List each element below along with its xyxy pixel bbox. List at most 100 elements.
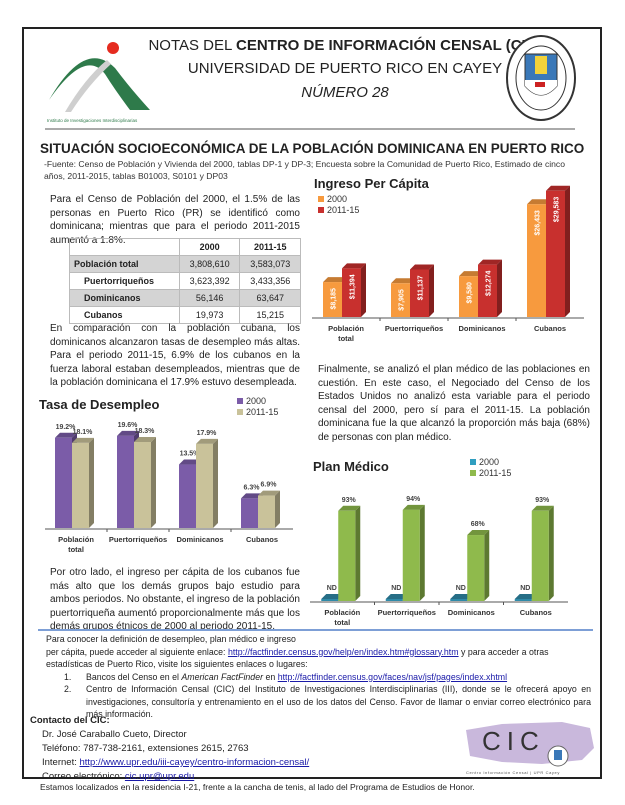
list-number: 2. — [64, 684, 72, 694]
cell: 3,808,610 — [178, 255, 241, 273]
bar-side — [419, 504, 425, 601]
logo-caption: Instituto de Investigaciones Interdiscip… — [47, 118, 138, 123]
text: y para acceder a otras — [458, 646, 549, 657]
bar-side — [275, 490, 280, 528]
header-line-2: UNIVERSIDAD DE PUERTO RICO EN CAYEY — [187, 60, 503, 77]
cell: 19,973 — [178, 306, 241, 324]
bar-top — [402, 504, 425, 510]
bar-top — [117, 430, 139, 436]
chart-title: Tasa de Desempleo — [39, 397, 160, 412]
category-label: Puertorriqueños — [109, 535, 167, 544]
bar — [321, 599, 339, 601]
bar-side — [213, 438, 218, 528]
legend-label: 2000 — [246, 396, 267, 406]
bar-top — [527, 199, 551, 205]
row-label: Puertorriqueños — [69, 272, 180, 290]
bar — [531, 510, 549, 601]
bar — [402, 509, 420, 601]
bar — [196, 443, 213, 528]
category-label: Población — [58, 535, 94, 544]
population-table: 2000 2011-15 Población total 3,808,610 3… — [69, 238, 301, 324]
data-label: ND — [391, 585, 401, 592]
contact-section: Contacto del CIC: Dr. José Caraballo Cue… — [30, 714, 309, 784]
bar — [72, 442, 89, 528]
resources-line: per cápita, puede acceder al siguiente e… — [46, 646, 591, 659]
legend-label: 2011-15 — [246, 407, 279, 417]
bar-side — [497, 259, 502, 317]
category-label: Población — [328, 324, 364, 333]
bar-top — [531, 505, 554, 511]
bar-top — [258, 490, 280, 496]
bar — [338, 510, 356, 601]
legend-item: 2011-15 — [237, 407, 278, 418]
text: en — [263, 671, 278, 682]
table-row: Puertorriqueños 3,623,392 3,433,356 — [69, 272, 301, 290]
bar-top — [55, 432, 77, 438]
bar — [478, 264, 497, 317]
legend-item: 2011-15 — [470, 468, 511, 479]
list-item: 2. Centro de Información Censal (CIC) de… — [46, 683, 591, 721]
bar-top — [321, 594, 344, 599]
bar-side — [484, 530, 490, 601]
category-label: Dominicanos — [176, 535, 223, 544]
bar-top — [179, 459, 201, 465]
table-header: 2000 — [178, 238, 241, 256]
bar-side — [355, 505, 361, 601]
list-number: 1. — [64, 671, 72, 682]
bar-side — [89, 437, 94, 528]
contact-heading: Contacto del CIC: — [30, 715, 110, 726]
website-link[interactable]: http://www.upr.edu/iii-cayey/centro-info… — [79, 757, 310, 768]
legend-label: 2011-15 — [479, 468, 512, 478]
source-note: -Fuente: Censo de Población y Vivienda d… — [44, 159, 566, 181]
bar — [527, 204, 546, 317]
legend-swatch — [237, 409, 243, 415]
data-label: $11,137 — [418, 275, 425, 300]
legend-swatch — [318, 207, 324, 213]
resources-section: Para conocer la definición de desempleo,… — [46, 633, 591, 721]
data-label: 18.1% — [73, 429, 94, 436]
text: American FactFinder — [181, 671, 264, 682]
legend-item: 2000 — [318, 194, 359, 205]
bar-top — [338, 505, 361, 511]
bar-top — [514, 594, 537, 599]
table-header-row: 2000 2011-15 — [69, 238, 301, 256]
bar — [459, 276, 478, 317]
bar — [323, 282, 342, 317]
email-link[interactable]: cic.upr@upr.edu — [124, 771, 195, 782]
resources-intro: Para conocer la definición de desempleo,… — [46, 634, 296, 644]
category-label: Puertorriqueños — [385, 324, 443, 333]
data-label: 93% — [535, 497, 550, 504]
category-label: Población — [324, 608, 360, 617]
row-label: Dominicanos — [69, 289, 180, 307]
bar-top — [467, 530, 490, 536]
category-label: Cubanos — [246, 535, 278, 544]
bar — [450, 599, 468, 601]
factfinder-link[interactable]: http://factfinder.census.gov/faces/nav/j… — [277, 671, 508, 682]
table-header — [69, 238, 180, 256]
data-label: $12,274 — [486, 271, 493, 296]
bar-top — [72, 437, 94, 443]
bar — [55, 437, 72, 528]
chart-legend: 2000 2011-15 — [318, 194, 359, 216]
bar — [546, 190, 565, 317]
category-label: Dominicanos — [458, 324, 505, 333]
header-org-name: CENTRO DE INFORMACIÓN CENSAL (CIC) — [235, 37, 542, 54]
issue-number: NÚMERO 28 — [301, 84, 389, 101]
page-border — [22, 27, 602, 779]
header-divider — [45, 128, 575, 130]
bar — [385, 599, 403, 601]
bar-top — [385, 594, 408, 599]
category-label: total — [338, 334, 354, 343]
resources-line: estadísticas de Puerto Rico, visite los … — [46, 659, 308, 669]
text: per cápita, puede acceder al siguiente e… — [46, 646, 228, 657]
list-item: 1. Bancos del Censo en el American FactF… — [46, 671, 591, 684]
glossary-link[interactable]: http://factfinder.census.gov/help/en/ind… — [227, 646, 459, 657]
table-row: Población total 3,808,610 3,583,073 — [69, 255, 301, 273]
bar — [258, 495, 275, 528]
data-label: 19.6% — [118, 422, 139, 429]
cic-logo-text: CIC — [482, 726, 545, 756]
health-plan-paragraph: Finalmente, se analizó el plan médico de… — [318, 364, 590, 443]
legend-item: 2000 — [470, 457, 511, 468]
data-label: 18.3% — [135, 428, 156, 435]
